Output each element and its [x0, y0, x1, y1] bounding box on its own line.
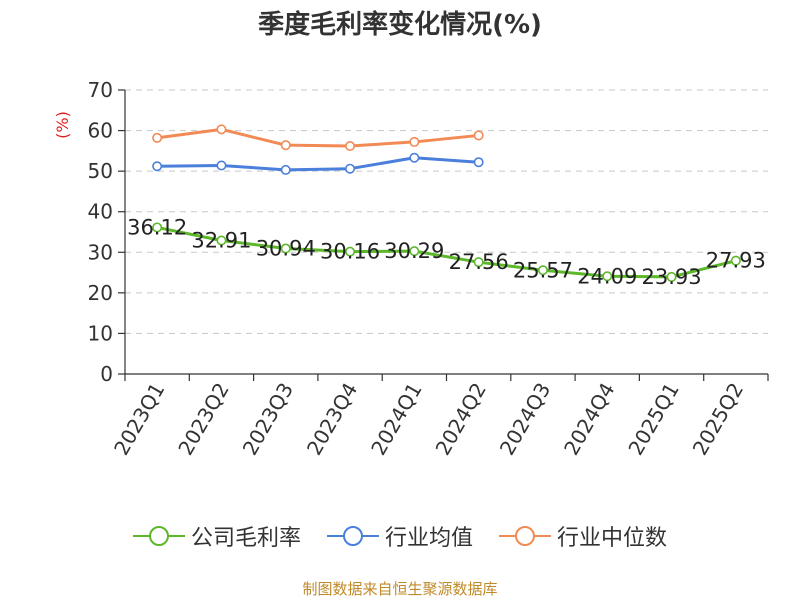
- x-tick-label: 2024Q1: [366, 379, 426, 460]
- data-label: 25.57: [513, 258, 573, 282]
- data-label: 30.29: [384, 239, 444, 263]
- data-point: [345, 163, 356, 174]
- data-point: [345, 140, 356, 151]
- x-tick-label: 2023Q2: [173, 379, 233, 460]
- data-label: 30.94: [256, 236, 316, 260]
- data-point: [216, 160, 227, 171]
- legend-label: 行业均值: [384, 526, 473, 551]
- data-label: 23.93: [641, 265, 701, 289]
- data-point: [537, 265, 548, 276]
- data-label: 32.91: [191, 228, 251, 252]
- legend-item: 行业中位数: [499, 520, 667, 552]
- data-point: [216, 235, 227, 246]
- y-tick-labels: 0 10 20 30 40 50 60 70: [88, 78, 113, 386]
- source-note: 制图数据来自恒生聚源数据库: [302, 580, 498, 598]
- chart-title: 季度毛利率变化情况(%): [258, 10, 542, 40]
- data-point: [345, 246, 356, 257]
- series-line-2: [156, 127, 479, 148]
- data-label: 36.12: [127, 215, 187, 239]
- data-label: 30.16: [320, 240, 380, 264]
- data-point: [409, 246, 420, 257]
- legend-marker-icon: [499, 526, 551, 546]
- axes: [118, 89, 769, 381]
- x-tick-label: 2024Q4: [559, 379, 619, 460]
- x-tick-labels: 2023Q1 2023Q2 2023Q3 2023Q4 2024Q1 2024Q2 2024…: [109, 379, 748, 460]
- x-tick-label: 2024Q3: [495, 379, 555, 460]
- y-tick-label: 60: [88, 119, 113, 143]
- x-tick-label: 2024Q2: [431, 379, 491, 460]
- data-point: [280, 164, 291, 175]
- data-label: 24.09: [577, 264, 637, 288]
- data-point: [473, 257, 484, 268]
- data-point: [280, 140, 291, 151]
- data-point: [409, 152, 420, 163]
- y-tick-label: 50: [88, 159, 113, 183]
- data-point: [473, 157, 484, 168]
- legend-marker-icon: [326, 526, 379, 546]
- x-tick-label: 2025Q2: [688, 379, 748, 460]
- legend: 公司毛利率 行业均值 行业中位数: [0, 518, 800, 554]
- data-point: [152, 132, 163, 143]
- legend-marker-icon: [132, 526, 185, 546]
- y-tick-label: 70: [88, 78, 113, 102]
- data-point: [152, 161, 163, 172]
- legend-item: 公司毛利率: [132, 520, 301, 552]
- x-tick-label: 2023Q3: [238, 379, 298, 460]
- data-label: 27.56: [449, 250, 509, 274]
- x-tick-label: 2023Q4: [302, 379, 362, 460]
- y-tick-label: 10: [88, 321, 113, 345]
- data-point: [666, 271, 677, 282]
- x-tick-label: 2025Q1: [623, 379, 683, 460]
- data-point: [280, 243, 291, 254]
- data-label: 27.93: [706, 249, 766, 273]
- series-layer: [152, 124, 741, 282]
- legend-item: 行业均值: [326, 520, 473, 552]
- series-line-1: [157, 156, 479, 172]
- y-tick-label: 30: [88, 240, 113, 264]
- series-line-0: [156, 225, 737, 279]
- legend-label: 行业中位数: [557, 526, 668, 551]
- data-point: [216, 124, 227, 135]
- y-tick-label: 0: [100, 362, 113, 386]
- y-tick-label: 20: [88, 281, 113, 305]
- grid-lines: [125, 89, 768, 334]
- y-tick-label: 40: [88, 200, 113, 224]
- legend-label: 公司毛利率: [190, 526, 301, 551]
- x-tick-label: 2023Q1: [109, 379, 169, 460]
- data-point: [730, 255, 741, 266]
- y-axis-label: (%): [53, 111, 72, 139]
- data-point: [473, 130, 484, 141]
- data-point: [152, 222, 163, 233]
- data-point: [602, 271, 613, 282]
- data-point: [409, 136, 420, 147]
